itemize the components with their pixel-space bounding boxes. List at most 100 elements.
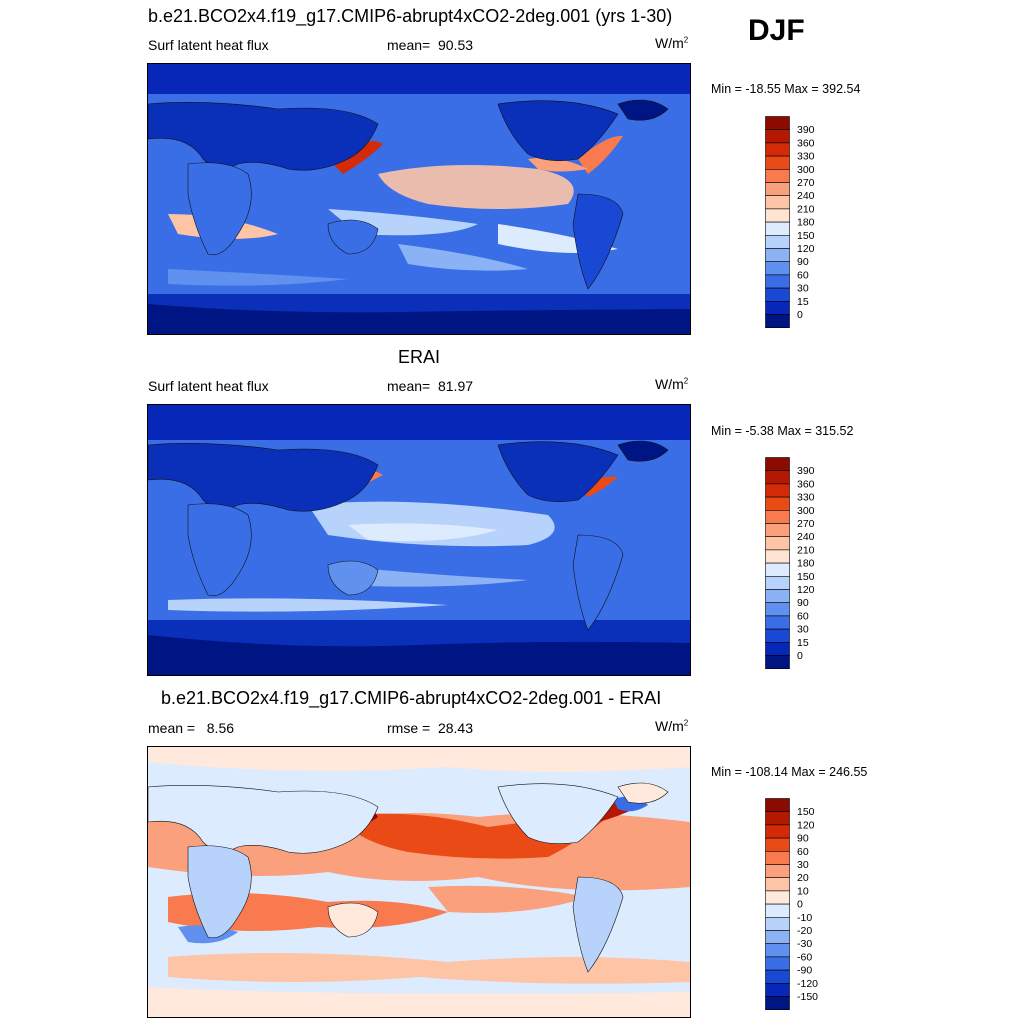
panel1-map [147, 63, 691, 335]
panel1-units-exp: 2 [683, 35, 689, 45]
colorbar-swatch [765, 129, 790, 144]
panel1-title: b.e21.BCO2x4.f19_g17.CMIP6-abrupt4xCO2-2… [148, 6, 673, 26]
panel3-mean-label: mean = [148, 720, 196, 736]
panel3-title: b.e21.BCO2x4.f19_g17.CMIP6-abrupt4xCO2-2… [161, 688, 662, 708]
panel2-map-svg [148, 405, 690, 675]
colorbar-level-label: 15 [797, 296, 809, 308]
colorbar-swatch [765, 274, 790, 289]
colorbar-level-label: -120 [797, 978, 818, 990]
colorbar-level-label: 360 [797, 478, 815, 490]
panel1-units: W/m2 [655, 35, 688, 51]
colorbar-swatch [765, 890, 790, 905]
colorbar-level-label: 120 [797, 584, 815, 596]
colorbar-swatch [765, 195, 790, 210]
panel2-variable: Surf latent heat flux [148, 378, 269, 394]
colorbar-level-label: 10 [797, 885, 809, 897]
colorbar-swatch [765, 589, 790, 603]
colorbar-level-label: 90 [797, 597, 809, 609]
colorbar-swatch [765, 903, 790, 918]
panel3-mean-value: 8.56 [206, 720, 235, 736]
colorbar-level-label: 150 [797, 571, 815, 583]
panel1-colorbar: 390 360 330 300 270 240 210 180 150 120 90 60 30 15 0 [765, 116, 845, 330]
panel3-colorbar: 150 120 90 60 30 20 10 0 -10 -20 -30 -60 -90 -120 -150 [765, 798, 845, 1012]
colorbar-level-label: 180 [797, 217, 815, 229]
colorbar-swatch [765, 509, 790, 524]
colorbar-level-label: 120 [797, 819, 815, 831]
season-label: DJF [748, 14, 805, 47]
colorbar-level-label: 330 [797, 151, 815, 163]
colorbar-level-label: -150 [797, 991, 818, 1003]
colorbar-swatch [765, 470, 790, 485]
colorbar-swatch [765, 248, 790, 262]
colorbar-level-label: -20 [797, 925, 812, 937]
panel3-map [147, 746, 691, 1018]
panel1-mean-value: 90.53 [437, 37, 474, 53]
colorbar-level-label: 60 [797, 610, 809, 622]
panel3-mean: mean = 8.56 [148, 720, 234, 736]
panel3-map-svg [148, 747, 690, 1017]
colorbar-level-label: 30 [797, 624, 809, 636]
panel1-map-svg [148, 64, 690, 334]
colorbar-swatch [765, 602, 790, 617]
colorbar-level-label: 330 [797, 492, 815, 504]
panel2-title: ERAI [398, 347, 441, 367]
panel2-units: W/m2 [655, 376, 688, 392]
colorbar-level-label: 240 [797, 190, 815, 202]
panel3-minmax: Min = -108.14 Max = 246.55 [711, 765, 868, 779]
panel2-mean: mean= 81.97 [387, 378, 473, 394]
panel2-colorbar: 390 360 330 300 270 240 210 180 150 120 90 60 30 15 0 [765, 457, 845, 671]
colorbar-level-label: 210 [797, 544, 815, 556]
colorbar-level-label: -10 [797, 912, 812, 924]
panel1-minmax: Min = -18.55 Max = 392.54 [711, 82, 861, 96]
panel1-units-base: W/m [655, 35, 684, 51]
colorbar-level-label: 20 [797, 872, 809, 884]
colorbar-swatch [765, 182, 790, 196]
colorbar-swatch [765, 943, 790, 958]
colorbar-swatch [765, 142, 790, 157]
colorbar-swatch [765, 116, 790, 130]
panel2-minmax: Min = -5.38 Max = 315.52 [711, 424, 854, 438]
panel1-mean: mean= 90.53 [387, 37, 473, 53]
colorbar-level-label: 60 [797, 269, 809, 281]
colorbar-level-label: 390 [797, 465, 815, 477]
colorbar-swatch [765, 287, 790, 302]
colorbar-swatch [765, 576, 790, 590]
colorbar-level-label: 150 [797, 806, 815, 818]
colorbar-level-label: -30 [797, 938, 812, 950]
colorbar-level-label: 210 [797, 203, 815, 215]
panel2-mean-value: 81.97 [437, 378, 474, 394]
colorbar-level-label: 150 [797, 230, 815, 242]
colorbar-swatch [765, 235, 790, 249]
panel3-units-exp: 2 [683, 718, 689, 728]
colorbar-swatch [765, 996, 790, 1010]
colorbar-swatch [765, 523, 790, 537]
colorbar-swatch [765, 811, 790, 826]
colorbar-swatch [765, 655, 790, 669]
colorbar-level-label: 270 [797, 177, 815, 189]
colorbar-swatch [765, 628, 790, 643]
colorbar-level-label: 30 [797, 283, 809, 295]
colorbar-level-label: 300 [797, 505, 815, 517]
panel3-rmse: rmse = 28.43 [387, 720, 473, 736]
colorbar-swatch [765, 168, 790, 183]
colorbar-swatch [765, 301, 790, 315]
colorbar-level-label: 30 [797, 859, 809, 871]
colorbar-swatch [765, 208, 790, 223]
colorbar-level-label: 360 [797, 137, 815, 149]
colorbar-level-label: 270 [797, 518, 815, 530]
colorbar-swatch [765, 969, 790, 984]
colorbar-swatch [765, 864, 790, 878]
colorbar-level-label: 180 [797, 558, 815, 570]
colorbar-swatch [765, 536, 790, 551]
colorbar-swatch [765, 483, 790, 498]
panel3-units-base: W/m [655, 718, 684, 734]
colorbar-swatch [765, 930, 790, 944]
colorbar-level-label: 15 [797, 637, 809, 649]
colorbar-level-label: 0 [797, 650, 803, 662]
panel3-rmse-label: rmse = [387, 720, 431, 736]
colorbar-level-label: 390 [797, 124, 815, 136]
colorbar-level-label: 0 [797, 309, 803, 321]
panel3-rmse-value: 28.43 [437, 720, 474, 736]
